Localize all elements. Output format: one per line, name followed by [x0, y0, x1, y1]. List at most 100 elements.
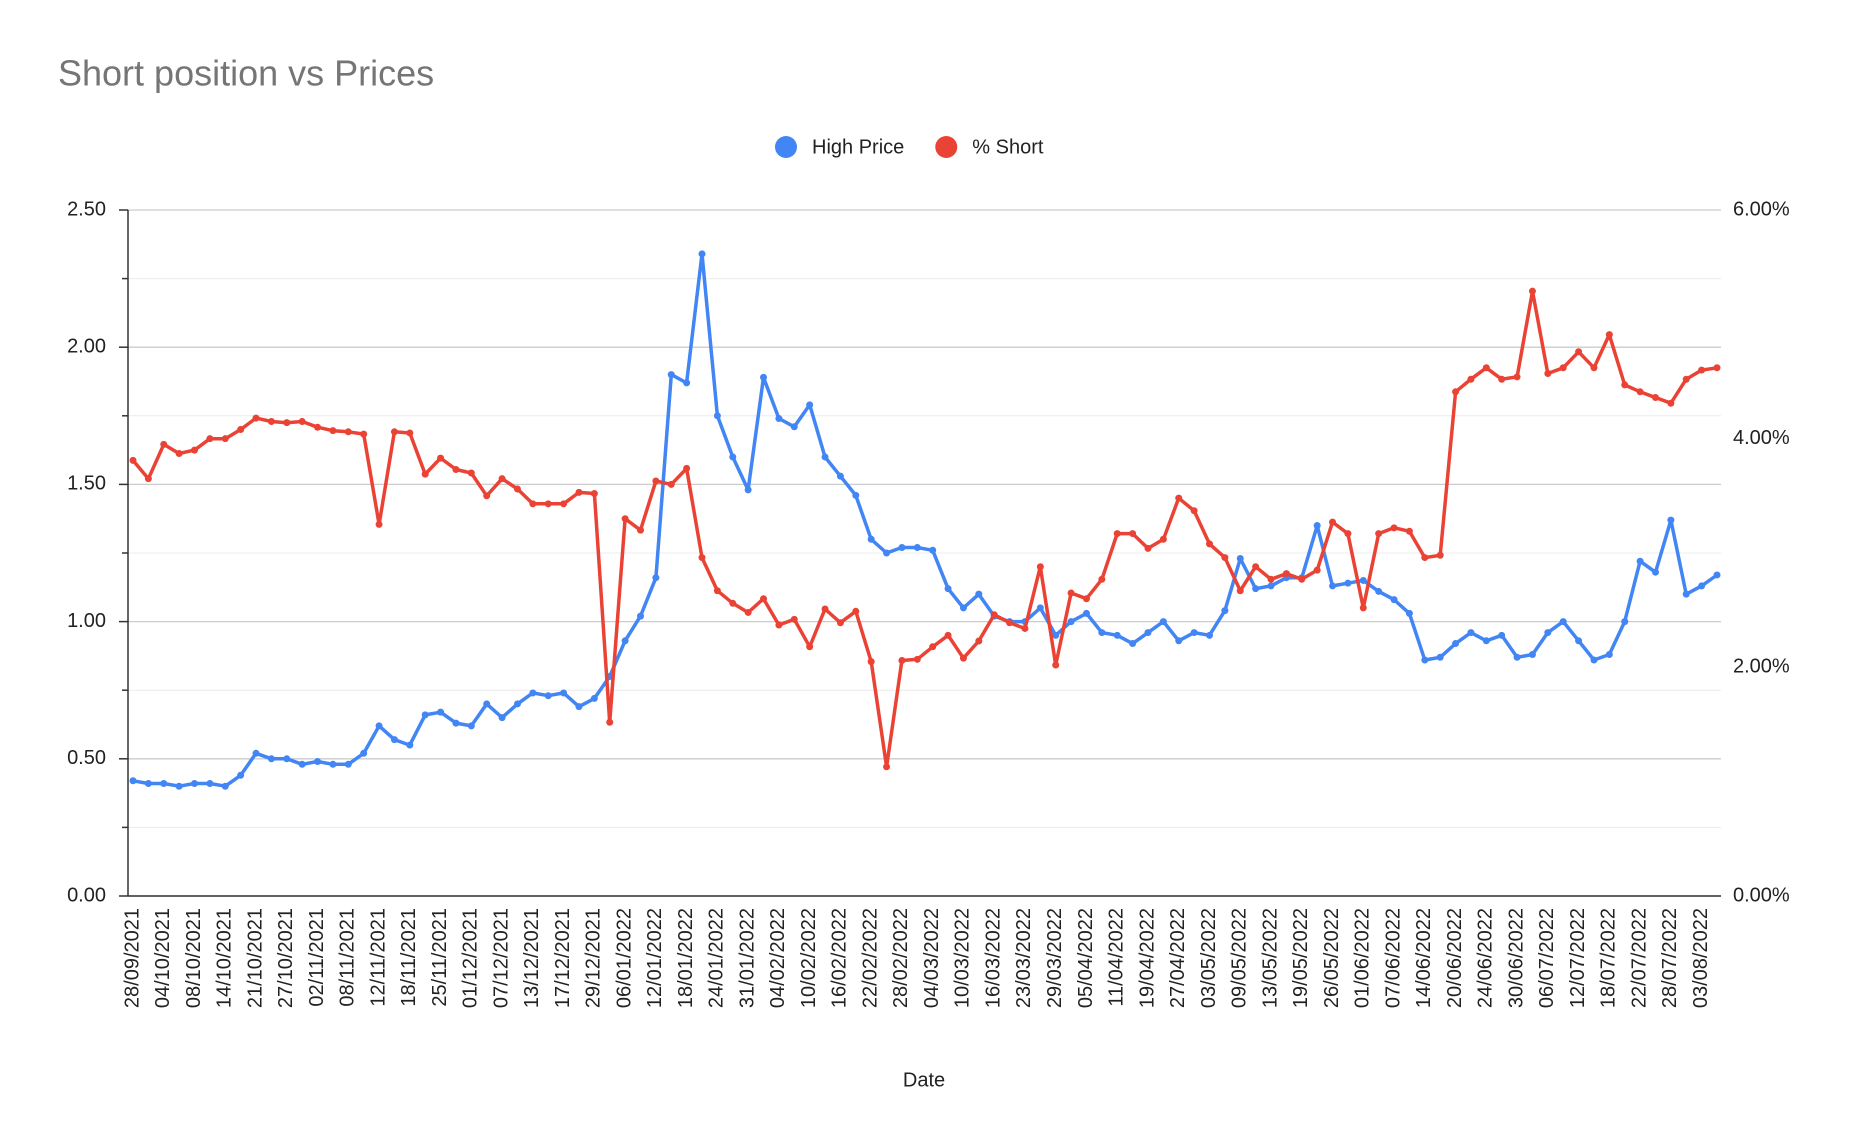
data-point — [1436, 653, 1444, 661]
data-point — [175, 782, 183, 790]
data-point — [513, 700, 521, 708]
legend-swatch — [775, 136, 797, 158]
data-point — [790, 423, 798, 431]
data-point — [1006, 619, 1014, 627]
data-point — [1329, 518, 1337, 526]
data-point — [1467, 629, 1475, 637]
data-point — [283, 755, 291, 763]
data-point — [1221, 554, 1229, 562]
data-point — [1698, 366, 1706, 374]
x-tick-label: 28/09/2021 — [121, 908, 143, 1008]
data-point — [1651, 568, 1659, 576]
data-point — [1713, 571, 1721, 579]
data-point — [1482, 364, 1490, 372]
data-point — [1313, 522, 1321, 530]
data-point — [636, 526, 644, 534]
data-point — [1436, 551, 1444, 559]
data-point — [975, 637, 983, 645]
data-point — [483, 700, 491, 708]
data-point — [1344, 530, 1352, 538]
x-tick-label: 10/02/2022 — [798, 908, 820, 1008]
data-point — [1498, 631, 1506, 639]
data-point — [513, 485, 521, 493]
data-point — [867, 535, 875, 543]
x-tick-label: 31/01/2022 — [736, 908, 758, 1008]
data-point — [1513, 373, 1521, 381]
data-point — [1159, 535, 1167, 543]
data-point — [252, 749, 260, 757]
data-point — [729, 599, 737, 607]
data-point — [437, 708, 445, 716]
data-point — [406, 741, 414, 749]
data-point — [529, 689, 537, 697]
x-tick-label: 24/01/2022 — [706, 908, 728, 1008]
data-point — [544, 500, 552, 508]
x-tick-label: 29/03/2022 — [1044, 908, 1066, 1008]
data-point — [590, 490, 598, 498]
data-point — [144, 779, 152, 787]
data-point — [452, 719, 460, 727]
data-point — [652, 574, 660, 582]
data-point — [883, 549, 891, 557]
data-point — [852, 491, 860, 499]
data-point — [544, 692, 552, 700]
data-point — [314, 423, 322, 431]
x-tick-label: 21/10/2021 — [244, 908, 266, 1008]
x-tick-label: 20/06/2022 — [1444, 908, 1466, 1008]
data-point — [1667, 516, 1675, 524]
data-point — [283, 419, 291, 427]
data-point — [975, 590, 983, 598]
data-point — [1405, 609, 1413, 617]
data-point — [836, 472, 844, 480]
data-point — [1667, 399, 1675, 407]
data-point — [129, 777, 137, 785]
data-point — [775, 621, 783, 629]
x-tick-label: 22/07/2022 — [1628, 908, 1650, 1008]
data-point — [1329, 582, 1337, 590]
data-point — [191, 446, 199, 454]
data-point — [129, 456, 137, 464]
y-tick-label: 0.50 — [67, 747, 106, 769]
x-tick-label: 03/08/2022 — [1690, 908, 1712, 1008]
data-point — [1636, 388, 1644, 396]
data-point — [1498, 375, 1506, 383]
legend-label: % Short — [972, 136, 1044, 158]
y2-tick-label: 4.00% — [1733, 427, 1790, 449]
data-point — [1559, 618, 1567, 626]
x-tick-label: 30/06/2022 — [1505, 908, 1527, 1008]
data-point — [329, 760, 337, 768]
data-point — [698, 554, 706, 562]
x-tick-label: 24/06/2022 — [1475, 908, 1497, 1008]
data-point — [1082, 595, 1090, 603]
data-point — [867, 658, 875, 666]
data-point — [1129, 530, 1137, 538]
data-point — [421, 470, 429, 478]
data-point — [560, 500, 568, 508]
data-point — [360, 430, 368, 438]
data-point — [1282, 570, 1290, 578]
y-tick-label: 2.50 — [67, 198, 106, 220]
data-point — [590, 694, 598, 702]
data-point — [221, 782, 229, 790]
x-tick-label: 25/11/2021 — [429, 908, 451, 1007]
data-point — [1605, 651, 1613, 659]
data-point — [467, 722, 475, 730]
data-point — [760, 595, 768, 603]
data-point — [1236, 554, 1244, 562]
data-point — [683, 464, 691, 472]
data-point — [744, 486, 752, 494]
y2-tick-label: 2.00% — [1733, 656, 1790, 678]
data-point — [1036, 604, 1044, 612]
x-tick-label: 13/12/2021 — [521, 908, 543, 1008]
data-point — [1421, 656, 1429, 664]
x-tick-label: 27/10/2021 — [275, 908, 297, 1008]
data-point — [806, 643, 814, 651]
data-point — [406, 429, 414, 437]
data-point — [1252, 563, 1260, 571]
data-point — [1482, 637, 1490, 645]
x-tick-label: 28/02/2022 — [890, 908, 912, 1008]
x-tick-label: 14/06/2022 — [1413, 908, 1435, 1008]
data-point — [1621, 618, 1629, 626]
